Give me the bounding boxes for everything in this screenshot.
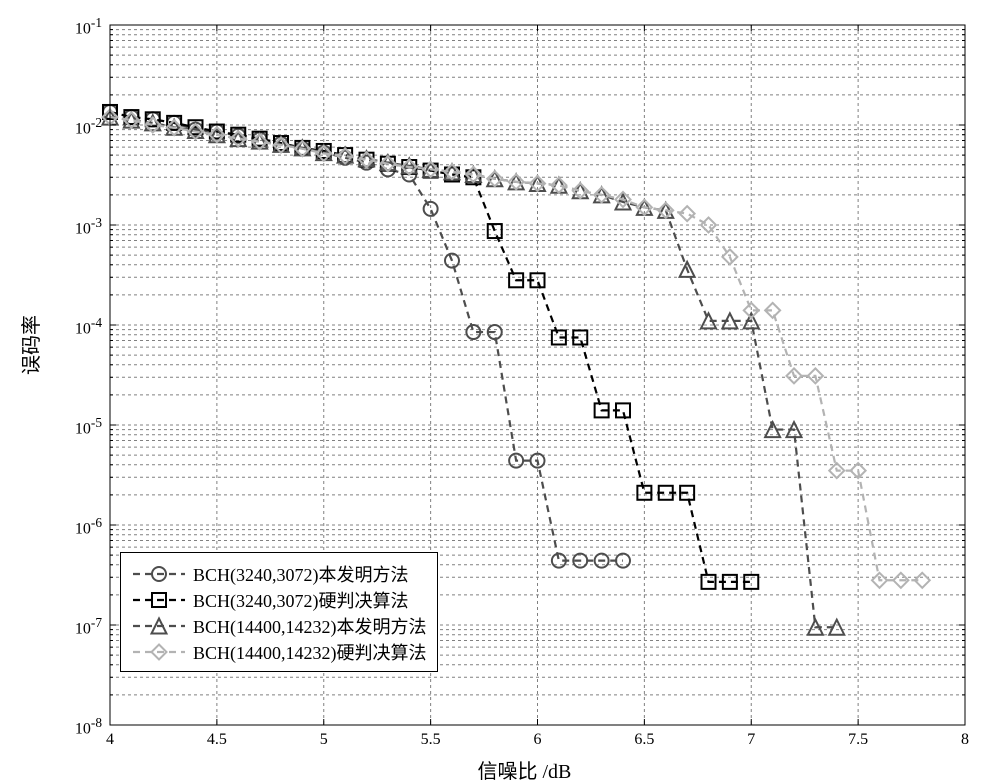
y-tick-label: 10-5 <box>75 415 102 438</box>
x-tick-label: 8 <box>945 731 985 749</box>
y-tick-label: 10-7 <box>75 615 102 638</box>
y-axis-label: 误码率 <box>15 315 44 375</box>
legend-sample-icon <box>131 563 187 585</box>
legend-label: BCH(14400,14232)硬判决算法 <box>193 639 427 665</box>
x-tick-label: 7 <box>731 731 771 749</box>
legend-label: BCH(14400,14232)本发明方法 <box>193 613 427 639</box>
x-tick-label: 5.5 <box>411 731 451 749</box>
legend-label: BCH(3240,3072)硬判决算法 <box>193 587 409 613</box>
x-tick-label: 6.5 <box>624 731 664 749</box>
legend-row: BCH(3240,3072)硬判决算法 <box>131 587 427 613</box>
y-tick-label: 10-3 <box>75 215 102 238</box>
y-tick-label: 10-2 <box>75 115 102 138</box>
x-axis-label: 信噪比 /dB <box>478 755 572 783</box>
legend-row: BCH(14400,14232)硬判决算法 <box>131 639 427 665</box>
figure: BCH(3240,3072)本发明方法BCH(3240,3072)硬判决算法BC… <box>0 0 1000 783</box>
x-tick-label: 7.5 <box>838 731 878 749</box>
x-tick-label: 6 <box>518 731 558 749</box>
legend-label: BCH(3240,3072)本发明方法 <box>193 561 409 587</box>
y-tick-label: 10-6 <box>75 515 102 538</box>
y-tick-label: 10-1 <box>75 15 102 38</box>
y-tick-label: 10-8 <box>75 715 102 738</box>
legend-row: BCH(3240,3072)本发明方法 <box>131 561 427 587</box>
x-tick-label: 5 <box>304 731 344 749</box>
legend-row: BCH(14400,14232)本发明方法 <box>131 613 427 639</box>
x-tick-label: 4.5 <box>197 731 237 749</box>
legend-sample-icon <box>131 641 187 663</box>
chart-legend: BCH(3240,3072)本发明方法BCH(3240,3072)硬判决算法BC… <box>120 552 438 672</box>
legend-sample-icon <box>131 589 187 611</box>
y-tick-label: 10-4 <box>75 315 102 338</box>
legend-sample-icon <box>131 615 187 637</box>
